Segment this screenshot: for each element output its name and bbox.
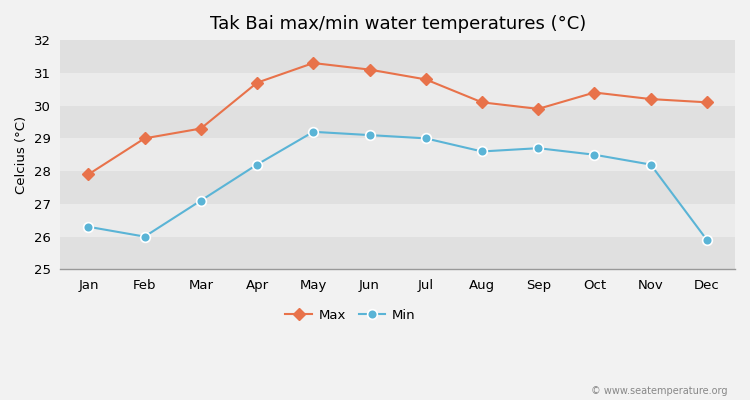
Bar	[60, 171, 735, 204]
Min	[422, 136, 430, 141]
Bar	[60, 40, 735, 73]
Max	[534, 106, 543, 111]
Min	[196, 198, 206, 203]
Min	[365, 133, 374, 138]
Bar	[60, 138, 735, 171]
Max	[478, 100, 487, 105]
Min	[534, 146, 543, 150]
Min	[646, 162, 656, 167]
Min	[84, 224, 93, 229]
Max	[646, 97, 656, 102]
Max	[422, 77, 430, 82]
Min	[478, 149, 487, 154]
Y-axis label: Celcius (°C): Celcius (°C)	[15, 116, 28, 194]
Bar	[60, 73, 735, 106]
Max	[309, 61, 318, 66]
Min	[253, 162, 262, 167]
Max	[703, 100, 712, 105]
Min	[309, 130, 318, 134]
Min	[590, 152, 599, 157]
Legend: Max, Min: Max, Min	[280, 303, 421, 327]
Max	[253, 80, 262, 85]
Bar	[60, 106, 735, 138]
Title: Tak Bai max/min water temperatures (°C): Tak Bai max/min water temperatures (°C)	[209, 15, 586, 33]
Max	[590, 90, 599, 95]
Bar	[60, 237, 735, 269]
Text: © www.seatemperature.org: © www.seatemperature.org	[591, 386, 728, 396]
Min	[703, 238, 712, 242]
Max	[365, 67, 374, 72]
Max	[84, 172, 93, 177]
Max	[196, 126, 206, 131]
Min	[140, 234, 149, 239]
Max	[140, 136, 149, 141]
Line: Min: Min	[83, 127, 712, 245]
Line: Max: Max	[84, 59, 711, 178]
Bar	[60, 204, 735, 237]
